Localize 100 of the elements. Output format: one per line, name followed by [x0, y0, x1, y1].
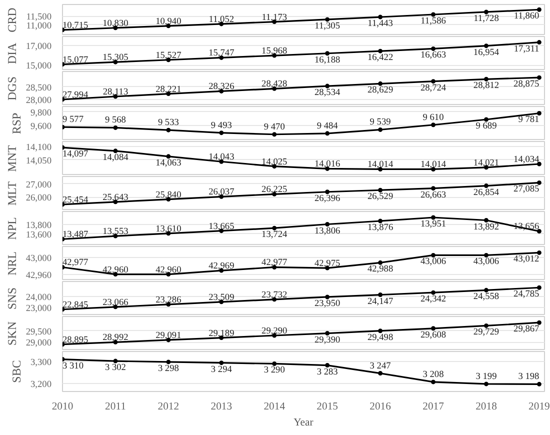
data-label: 14,016	[314, 160, 340, 170]
data-label: 29,608	[420, 330, 446, 340]
point	[536, 75, 542, 80]
point	[484, 10, 488, 14]
y-axis-title: SKN	[4, 321, 19, 346]
data-label: 24,342	[420, 294, 446, 305]
point	[378, 292, 383, 298]
point	[378, 14, 383, 20]
data-label: 23,732	[262, 290, 288, 300]
data-label: 10,940	[156, 16, 182, 27]
data-label: 29,390	[314, 335, 340, 346]
x-tick-label: 2015	[316, 402, 338, 412]
data-label: 28,113	[102, 87, 128, 98]
y-tick-label: 28,500	[26, 83, 52, 94]
point	[272, 361, 277, 366]
point	[484, 76, 488, 82]
data-label: 3 208	[422, 370, 444, 380]
point	[536, 180, 542, 185]
point	[166, 128, 171, 132]
data-label: 14,043	[208, 152, 235, 163]
data-label: 14,097	[62, 150, 88, 160]
data-label: 28,221	[156, 84, 182, 95]
x-tick-label: 2018	[476, 402, 497, 412]
y-axis-title: CRD	[5, 7, 20, 32]
point	[431, 122, 436, 128]
point	[219, 360, 224, 366]
y-axis-title: DGS	[4, 76, 19, 101]
data-label: 29,189	[208, 328, 235, 339]
point	[431, 186, 436, 191]
point	[378, 328, 383, 334]
y-axis-title: SBC	[10, 360, 24, 383]
data-label: 3 290	[264, 366, 286, 376]
data-label: 3 247	[370, 361, 392, 372]
data-label: 3 283	[316, 367, 338, 378]
data-label: 14,025	[262, 157, 288, 168]
data-label: 9 689	[476, 121, 498, 132]
point	[325, 84, 330, 88]
data-label: 14,084	[102, 152, 129, 163]
y-axis-title: SNS	[4, 287, 19, 310]
data-label: 17,311	[514, 44, 540, 54]
point	[325, 222, 330, 227]
x-tick-label: 2013	[210, 402, 232, 412]
data-label: 23,066	[102, 298, 129, 308]
point	[272, 226, 277, 230]
data-label: 28,428	[262, 80, 288, 90]
data-label: 42,977	[262, 258, 288, 268]
x-tick-label: 2014	[264, 402, 286, 412]
data-label: 15,527	[156, 50, 182, 61]
data-label: 23,286	[156, 295, 182, 306]
point	[431, 215, 436, 220]
point	[431, 46, 436, 51]
point	[325, 51, 330, 56]
data-label: 28,812	[473, 81, 500, 92]
point	[484, 382, 488, 386]
data-label: 42,977	[62, 258, 88, 268]
y-tick-label: 13,800	[26, 221, 52, 232]
point	[484, 117, 488, 122]
point	[536, 110, 542, 116]
data-label: 23,950	[314, 298, 340, 309]
point	[325, 190, 330, 194]
y-tick-label: 3,300	[30, 358, 52, 368]
data-label: 16,188	[314, 55, 340, 66]
data-label: 13,951	[420, 220, 446, 230]
data-label: 42,960	[102, 265, 129, 276]
data-label: 28,895	[62, 335, 88, 346]
data-label: 16,954	[473, 48, 500, 58]
data-label: 27,085	[514, 184, 540, 195]
y-axis-title: MLT	[4, 180, 19, 206]
x-tick-label: 2019	[528, 402, 550, 412]
data-label: 14,014	[367, 160, 394, 170]
y-tick-label: 14,100	[26, 143, 52, 154]
data-label: 15,077	[62, 55, 88, 66]
data-label: 13,806	[314, 226, 340, 236]
data-label: 25,454	[62, 195, 88, 206]
data-label: 22,845	[62, 300, 88, 310]
point	[113, 358, 118, 364]
point	[166, 154, 171, 159]
y-tick-label: 14,050	[26, 156, 52, 166]
data-label: 9 470	[264, 122, 286, 132]
data-label: 3 298	[158, 364, 180, 374]
data-label: 11,443	[368, 19, 394, 30]
data-label: 23,509	[208, 292, 235, 303]
point	[378, 188, 383, 192]
point	[378, 371, 383, 376]
data-label: 29,290	[262, 326, 288, 337]
x-tick-label: 2017	[422, 402, 445, 412]
point	[536, 40, 542, 45]
data-label: 43,006	[420, 257, 446, 268]
x-tick-label: 2011	[105, 402, 126, 412]
point	[484, 184, 488, 188]
y-tick-label: 27,000	[26, 180, 52, 190]
data-label: 25,840	[156, 190, 182, 200]
y-tick-label: 9,600	[30, 122, 52, 132]
data-label: 24,785	[514, 290, 540, 300]
data-label: 26,037	[208, 188, 235, 198]
data-label: 10,715	[62, 20, 88, 31]
data-label: 26,663	[420, 190, 446, 200]
data-label: 16,663	[420, 50, 446, 61]
x-tick-label: 2010	[52, 402, 74, 412]
data-label: 43,006	[473, 257, 500, 268]
